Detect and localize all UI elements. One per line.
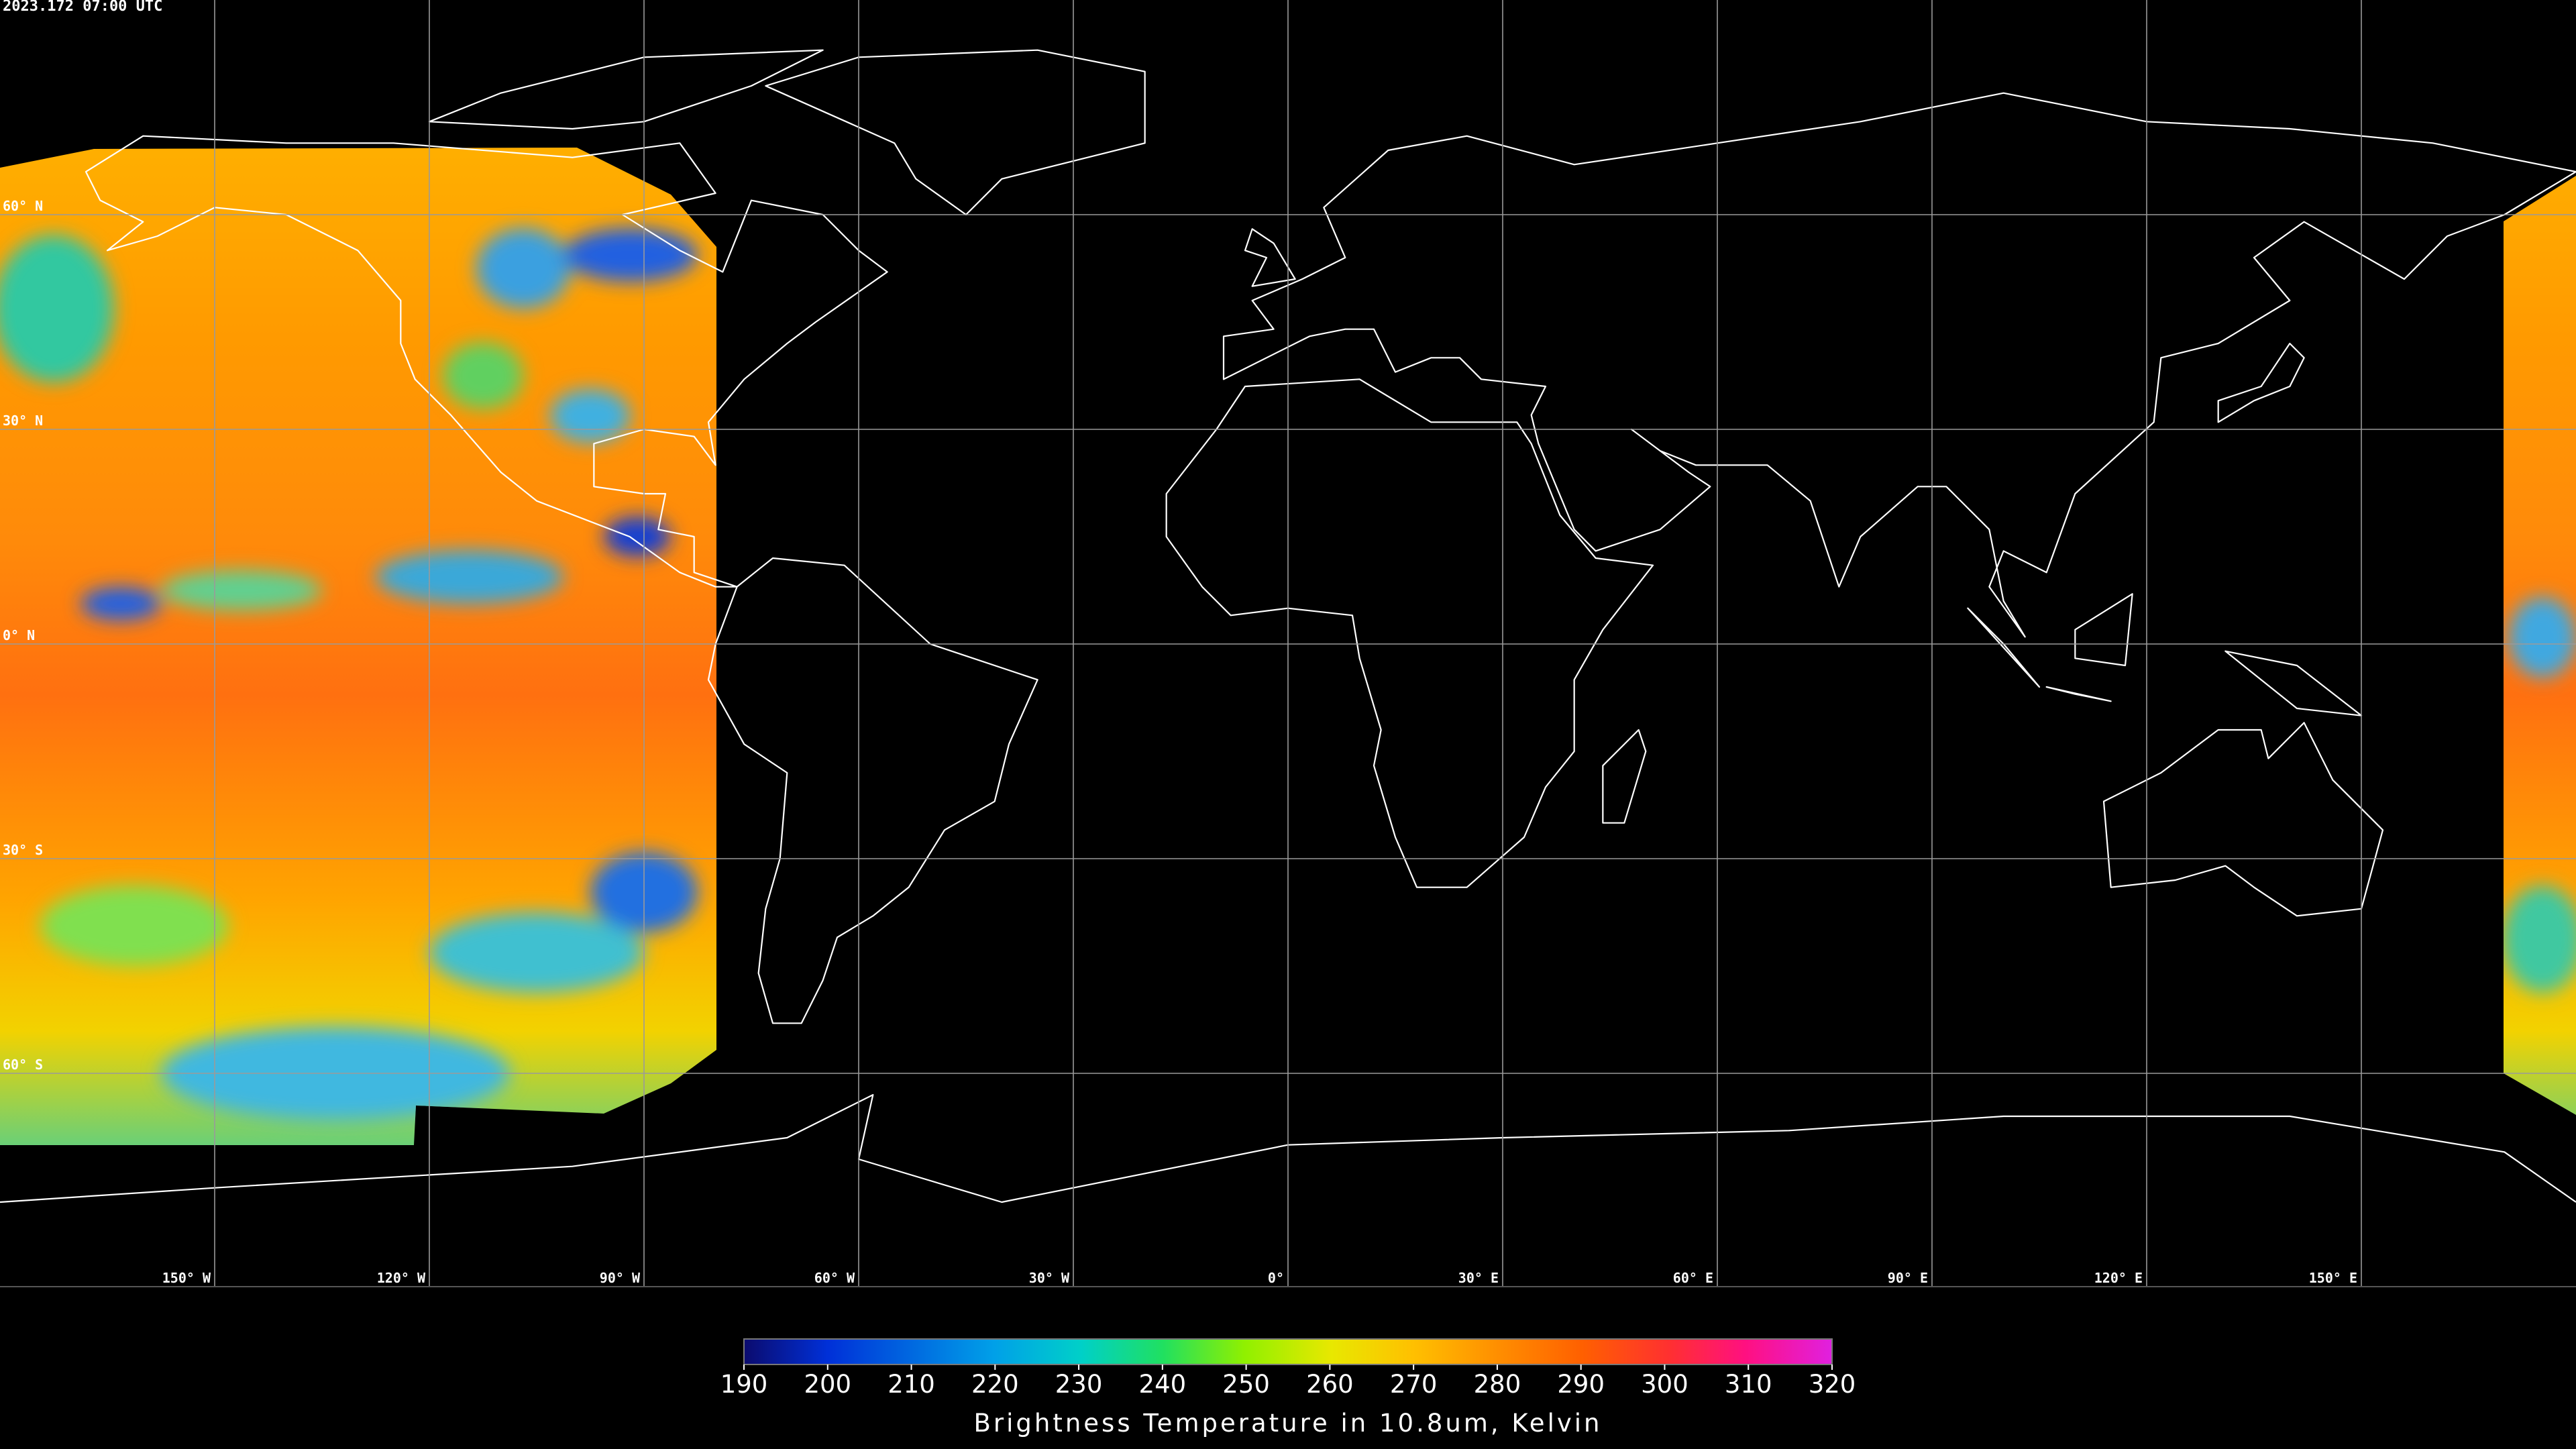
longitude-label: 60° E [1673, 1270, 1713, 1286]
longitude-label: 60° W [814, 1270, 855, 1286]
colorbar-tick-label: 310 [1725, 1370, 1772, 1399]
colorbar-tick-label: 320 [1809, 1370, 1856, 1399]
graticule [0, 0, 2576, 1287]
colorbar-tick-label: 240 [1139, 1370, 1187, 1399]
longitude-label: 90° E [1888, 1270, 1928, 1286]
longitude-label: 30° W [1029, 1270, 1070, 1286]
colorbar-tick-label: 290 [1557, 1370, 1605, 1399]
latitude-label: 60° N [3, 198, 43, 214]
colorbar-tick-label: 230 [1055, 1370, 1103, 1399]
colorbar-tick-label: 250 [1222, 1370, 1270, 1399]
colorbar-tick-label: 210 [888, 1370, 935, 1399]
timestamp: 2023.172 07:00 UTC [3, 0, 162, 15]
longitude-label: 150° W [162, 1270, 211, 1286]
colorbar-tick-label: 200 [804, 1370, 851, 1399]
longitude-label: 90° W [600, 1270, 641, 1286]
colorbar-tick-label: 300 [1641, 1370, 1688, 1399]
longitude-label: 120° W [377, 1270, 426, 1286]
longitude-label: 0° [1268, 1270, 1284, 1286]
latitude-label: 30° S [3, 842, 43, 858]
longitude-label: 30° E [1458, 1270, 1499, 1286]
colorbar-tick-label: 190 [720, 1370, 768, 1399]
latitude-label: 0° N [3, 627, 35, 643]
colorbar-tick-label: 280 [1474, 1370, 1521, 1399]
colorbar-tick-label: 220 [971, 1370, 1019, 1399]
latitude-label: 30° N [3, 413, 43, 429]
colorbar [743, 1338, 1833, 1365]
longitude-label: 150° E [2309, 1270, 2357, 1286]
colorbar-label: Brightness Temperature in 10.8um, Kelvin [974, 1409, 1603, 1438]
latitude-label: 60° S [3, 1057, 43, 1073]
colorbar-tick-label: 270 [1390, 1370, 1438, 1399]
longitude-label: 120° E [2094, 1270, 2143, 1286]
colorbar-tick-label: 260 [1306, 1370, 1354, 1399]
